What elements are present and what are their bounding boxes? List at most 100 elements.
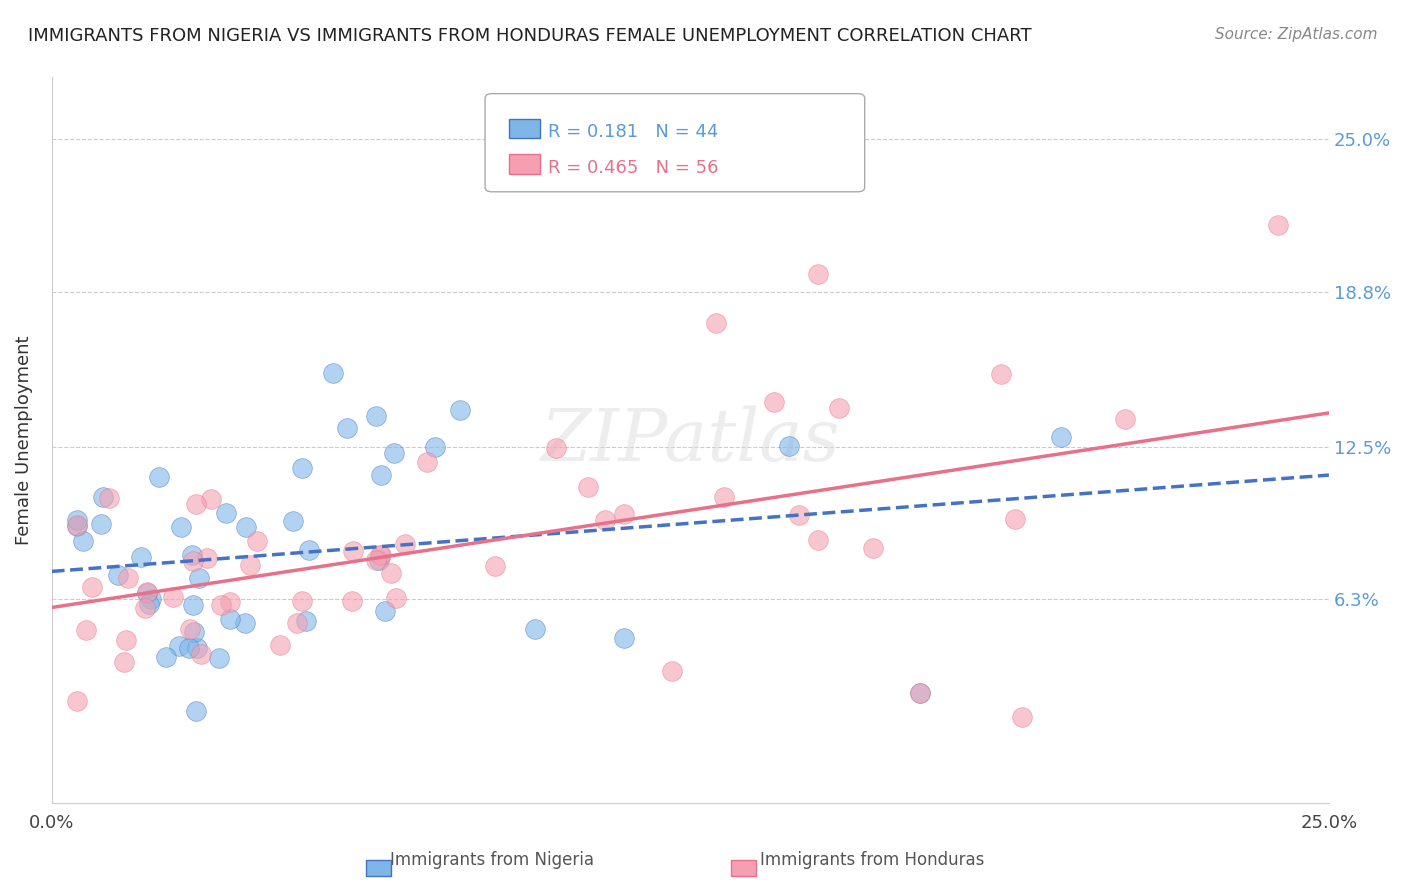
Point (200, 491, 222, 506)
Point (188, 571, 211, 585)
Point (235, 519, 257, 533)
Point (544, 441, 567, 455)
Point (1004, 512, 1026, 526)
Point (167, 639, 190, 653)
Point (197, 551, 219, 566)
Point (778, 439, 800, 453)
Point (179, 622, 201, 636)
Point (1343, 387, 1365, 401)
Point (141, 591, 163, 606)
Point (449, 402, 471, 417)
Point (807, 267, 830, 281)
Point (484, 558, 506, 573)
Point (208, 650, 231, 665)
Point (908, 685, 931, 699)
Point (285, 615, 308, 630)
Point (578, 480, 600, 494)
Point (990, 367, 1012, 381)
Point (136, 585, 159, 599)
Point (181, 554, 204, 568)
Point (1343, 508, 1365, 522)
Point (828, 401, 851, 415)
Point (181, 548, 204, 562)
Text: Immigrants from Nigeria: Immigrants from Nigeria (389, 851, 595, 869)
Point (186, 640, 208, 655)
Point (184, 497, 207, 511)
Point (336, 421, 359, 435)
Point (322, 366, 344, 380)
Point (1114, 412, 1136, 426)
Point (364, 552, 387, 566)
Text: Source: ZipAtlas.com: Source: ZipAtlas.com (1215, 27, 1378, 42)
Point (80, 580, 103, 594)
Point (295, 614, 318, 628)
Point (416, 455, 439, 469)
Point (184, 704, 207, 718)
Point (107, 568, 129, 582)
Point (382, 446, 405, 460)
Point (66, 517, 89, 532)
Text: IMMIGRANTS FROM NIGERIA VS IMMIGRANTS FROM HONDURAS FEMALE UNEMPLOYMENT CORRELAT: IMMIGRANTS FROM NIGERIA VS IMMIGRANTS FR… (28, 27, 1032, 45)
Point (613, 507, 636, 521)
Point (138, 597, 160, 611)
Point (218, 612, 240, 626)
Point (75, 623, 97, 637)
Point (129, 549, 152, 564)
Point (394, 536, 416, 550)
Point (148, 469, 170, 483)
Point (112, 655, 135, 669)
Point (162, 590, 184, 604)
Point (66, 519, 89, 533)
Point (1011, 710, 1033, 724)
Point (807, 533, 830, 548)
Text: R = 0.181   N = 44: R = 0.181 N = 44 (548, 123, 718, 141)
Point (239, 558, 262, 572)
Point (135, 585, 157, 599)
Text: R = 0.465   N = 56: R = 0.465 N = 56 (548, 159, 718, 177)
Point (209, 598, 232, 612)
Point (117, 571, 139, 585)
Point (66, 694, 89, 708)
Point (219, 595, 242, 609)
Point (246, 533, 269, 548)
Point (1050, 430, 1073, 444)
Point (593, 513, 616, 527)
Point (423, 440, 446, 454)
Point (370, 548, 392, 562)
Point (1343, 401, 1365, 415)
Point (713, 490, 735, 504)
Point (524, 622, 547, 636)
Point (661, 665, 683, 679)
Point (269, 638, 291, 652)
Point (340, 594, 363, 608)
Point (177, 640, 200, 655)
Point (368, 548, 391, 562)
Point (370, 468, 392, 483)
Point (134, 600, 156, 615)
Point (90, 516, 112, 531)
Point (380, 566, 402, 581)
Point (183, 599, 205, 613)
Point (281, 514, 304, 528)
Point (298, 543, 321, 558)
Point (72, 534, 94, 549)
Point (155, 649, 177, 664)
Point (115, 632, 138, 647)
Point (368, 553, 391, 567)
Point (183, 625, 205, 640)
Point (612, 631, 634, 645)
Point (704, 317, 727, 331)
Point (91, 490, 114, 504)
Point (170, 520, 193, 534)
Point (342, 543, 364, 558)
Point (98, 491, 121, 505)
Point (66, 513, 89, 527)
Point (762, 395, 785, 409)
Point (374, 604, 396, 618)
Point (290, 461, 312, 475)
Point (1267, 218, 1289, 232)
Point (235, 615, 257, 630)
Point (366, 409, 388, 423)
Y-axis label: Female Unemployment: Female Unemployment (15, 335, 32, 545)
Point (214, 507, 236, 521)
